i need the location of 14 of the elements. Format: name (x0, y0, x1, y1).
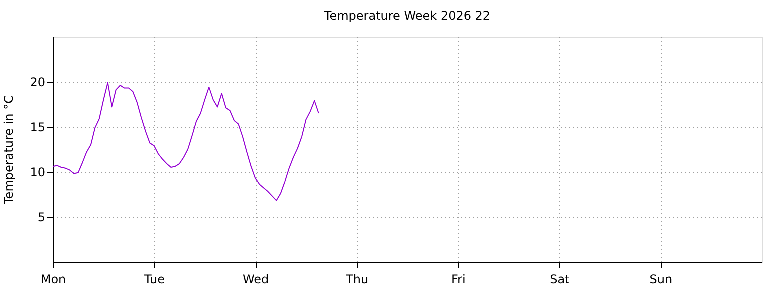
y-tick-label: 20 (30, 76, 46, 90)
y-axis-title: Temperature in °C (2, 96, 16, 206)
x-tick-label: Wed (242, 272, 270, 286)
line-series (52, 82, 320, 202)
chart-title: Temperature Week 2026 22 (323, 9, 491, 23)
y-tick-label: 10 (30, 166, 46, 180)
y-tick-label: 5 (38, 210, 46, 224)
x-tick-label: Sat (550, 272, 570, 286)
x-tick-label: Sun (650, 272, 673, 286)
y-tick-label: 15 (30, 120, 46, 134)
x-tick-label: Thu (345, 272, 369, 286)
x-tick-label: Fri (451, 272, 466, 286)
x-tick-label: Tue (144, 272, 166, 286)
x-tick-label: Mon (40, 272, 66, 286)
